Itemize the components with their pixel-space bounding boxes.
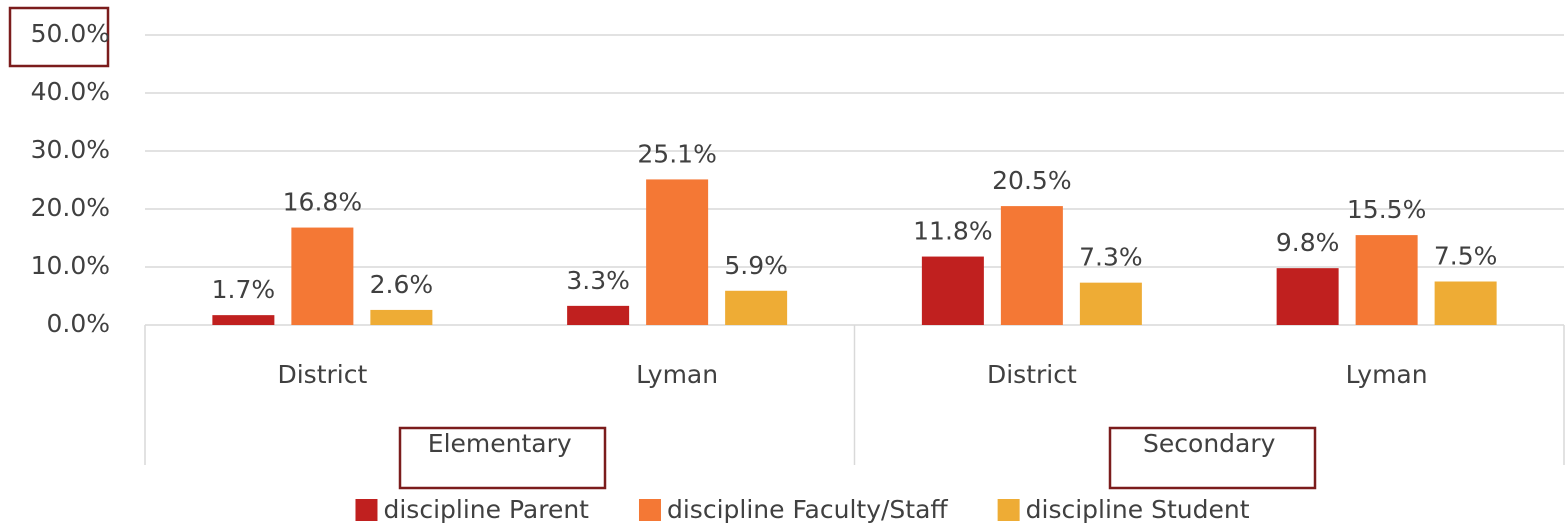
y-tick-label: 20.0% bbox=[31, 193, 110, 222]
legend-label: discipline Student bbox=[1026, 495, 1250, 524]
bar bbox=[567, 305, 630, 325]
data-label: 9.8% bbox=[1276, 228, 1340, 257]
data-label: 16.8% bbox=[283, 188, 362, 217]
legend-label: discipline Parent bbox=[383, 495, 589, 524]
bar bbox=[725, 290, 788, 325]
highlight-box bbox=[398, 426, 607, 490]
data-label: 5.9% bbox=[724, 251, 788, 280]
bar bbox=[1434, 281, 1497, 325]
data-label: 7.5% bbox=[1434, 242, 1498, 271]
data-label: 1.7% bbox=[212, 275, 276, 304]
data-label: 7.3% bbox=[1079, 243, 1143, 272]
highlight-box bbox=[1108, 426, 1317, 490]
data-label: 15.5% bbox=[1347, 195, 1426, 224]
x-tick-label: Lyman bbox=[636, 360, 718, 389]
bar bbox=[1079, 282, 1142, 325]
data-label: 2.6% bbox=[370, 270, 434, 299]
data-label: 25.1% bbox=[637, 139, 716, 168]
group-label: Secondary bbox=[1143, 429, 1276, 458]
y-tick-label: 50.0% bbox=[31, 19, 110, 48]
legend-swatch bbox=[355, 499, 378, 521]
bar bbox=[212, 315, 275, 325]
x-tick-label: District bbox=[277, 360, 367, 389]
bar bbox=[1000, 206, 1063, 325]
y-tick-label: 30.0% bbox=[31, 135, 110, 164]
legend-swatch bbox=[638, 499, 661, 521]
bar bbox=[291, 227, 354, 325]
data-label: 20.5% bbox=[992, 166, 1071, 195]
bar bbox=[1355, 235, 1418, 325]
highlight-box bbox=[8, 6, 110, 68]
group-label: Elementary bbox=[428, 429, 572, 458]
legend-label: discipline Faculty/Staff bbox=[667, 495, 948, 524]
bar bbox=[921, 256, 984, 325]
y-tick-label: 40.0% bbox=[31, 77, 110, 106]
data-label: 11.8% bbox=[913, 217, 992, 246]
data-label: 3.3% bbox=[566, 266, 630, 295]
bar bbox=[370, 309, 433, 325]
y-tick-label: 0.0% bbox=[46, 309, 110, 338]
x-tick-label: District bbox=[987, 360, 1077, 389]
legend-swatch bbox=[997, 499, 1020, 521]
y-tick-label: 10.0% bbox=[31, 251, 110, 280]
bar bbox=[1276, 268, 1339, 325]
x-tick-label: Lyman bbox=[1346, 360, 1428, 389]
bar bbox=[646, 179, 709, 325]
